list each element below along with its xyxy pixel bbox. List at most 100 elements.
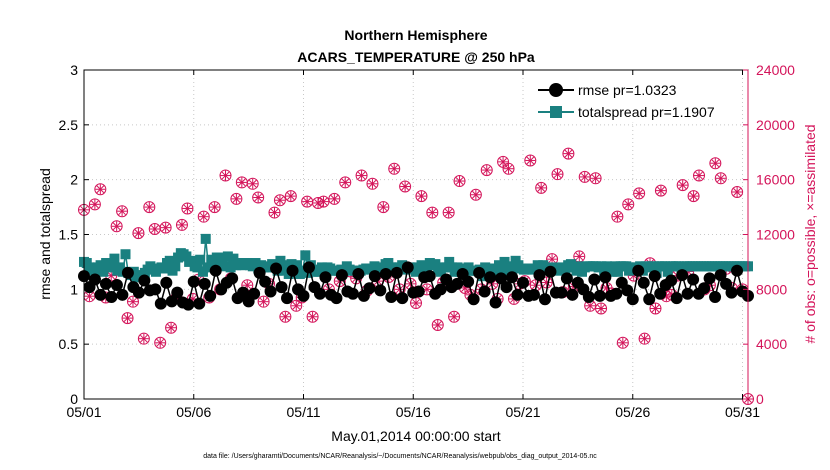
obs-point: [339, 176, 352, 189]
rmse-point: [593, 289, 606, 302]
totalspread-point: [278, 265, 289, 276]
y-right-tick-label: 12000: [756, 227, 795, 243]
obs-point: [687, 190, 700, 203]
rmse-point: [555, 286, 568, 299]
totalspread-point: [228, 253, 239, 264]
obs-point: [540, 276, 553, 289]
rmse-point: [330, 292, 343, 305]
rmse-point: [632, 264, 645, 277]
rmse-point: [434, 283, 447, 296]
y-right-tick-label: 24000: [756, 62, 795, 78]
totalspread-point: [106, 262, 117, 273]
rmse-point: [544, 265, 557, 278]
rmse-point: [517, 276, 530, 289]
rmse-point: [401, 261, 414, 274]
totalspread-point: [673, 261, 684, 272]
obs-point: [611, 210, 624, 223]
totalspread-point: [275, 255, 286, 266]
obs-point: [121, 312, 134, 325]
rmse-point: [275, 281, 288, 294]
obs-point: [154, 336, 167, 349]
rmse-point: [643, 293, 656, 306]
rmse-point: [248, 287, 261, 300]
y-right-tick-label: 20000: [756, 117, 795, 133]
rmse-point: [379, 267, 392, 280]
obs-point: [290, 299, 303, 312]
y-left-tick-label: 1: [70, 281, 78, 297]
obs-point: [126, 295, 139, 308]
obs-point: [181, 202, 194, 215]
rmse-point: [160, 276, 173, 289]
rmse-point: [138, 274, 151, 287]
rmse-point: [489, 296, 502, 309]
y-right-tick-label: 16000: [756, 172, 795, 188]
y-left-tick-label: 2: [70, 172, 78, 188]
rmse-point: [709, 291, 722, 304]
totalspread-point: [192, 262, 203, 273]
obs-point: [654, 184, 667, 197]
x-tick-label: 05/21: [505, 404, 540, 420]
x-tick-label: 05/01: [66, 404, 101, 420]
rmse-point: [654, 287, 667, 300]
obs-point: [110, 220, 123, 233]
rmse-point: [286, 264, 299, 277]
rmse-point: [105, 291, 118, 304]
rmse-point: [731, 264, 744, 277]
rmse-point: [412, 285, 425, 298]
legend-rmse-marker: [549, 83, 563, 97]
totalspread-point: [159, 263, 170, 274]
obs-point: [442, 206, 455, 219]
rmse-point: [560, 272, 573, 285]
totalspread-point: [222, 251, 233, 262]
obs-point: [377, 201, 390, 214]
obs-point: [638, 332, 651, 345]
rmse-point: [385, 291, 398, 304]
rmse-point: [566, 288, 579, 301]
obs-point: [143, 201, 156, 214]
obs-point: [714, 172, 727, 185]
rmse-point: [676, 269, 689, 282]
rmse-point: [346, 287, 359, 300]
obs-point: [502, 162, 515, 175]
totalspread-point: [496, 266, 507, 277]
totalspread-point: [128, 266, 139, 277]
obs-point: [589, 172, 602, 185]
rmse-point: [204, 289, 217, 302]
legend: rmse pr=1.0323 totalspread pr=1.1907: [529, 75, 727, 123]
x-tick-label: 05/26: [615, 404, 650, 420]
rmse-point: [132, 286, 145, 299]
obs-point: [731, 186, 744, 199]
legend-rmse-label: rmse pr=1.0323: [578, 82, 677, 98]
rmse-point: [335, 269, 348, 282]
rmse-point: [538, 293, 551, 306]
totalspread-point: [109, 253, 120, 264]
rmse-point: [533, 269, 546, 282]
obs-point: [633, 187, 646, 200]
obs-point: [524, 154, 537, 167]
rmse-point: [193, 297, 206, 310]
rmse-point: [99, 277, 112, 290]
rmse-point: [165, 295, 178, 308]
totalspread-point: [507, 263, 518, 274]
totalspread-point: [297, 265, 308, 276]
axes: 05/01 05/06 05/11 05/16 05/21 05/26 05/3100.51…: [59, 62, 796, 420]
totalspread-point: [95, 260, 106, 271]
totalspread-point: [197, 266, 208, 277]
obs-point: [366, 177, 379, 190]
obs-point: [137, 332, 150, 345]
obs-point: [693, 169, 706, 182]
legend-totalspread-label: totalspread pr=1.1907: [578, 104, 715, 120]
obs-point: [94, 183, 107, 196]
rmse-point: [506, 271, 519, 284]
obs-point: [148, 223, 161, 236]
rmse-point: [703, 272, 716, 285]
rmse-point: [121, 266, 134, 279]
totalspread-point: [286, 259, 297, 270]
obs-point: [426, 206, 439, 219]
rmse-point: [588, 273, 601, 286]
y-left-tick-label: 2.5: [59, 117, 79, 133]
totalspread-point: [441, 262, 452, 273]
rmse-point: [462, 275, 475, 288]
rmse-point: [313, 287, 326, 300]
rmse-point: [302, 261, 315, 274]
